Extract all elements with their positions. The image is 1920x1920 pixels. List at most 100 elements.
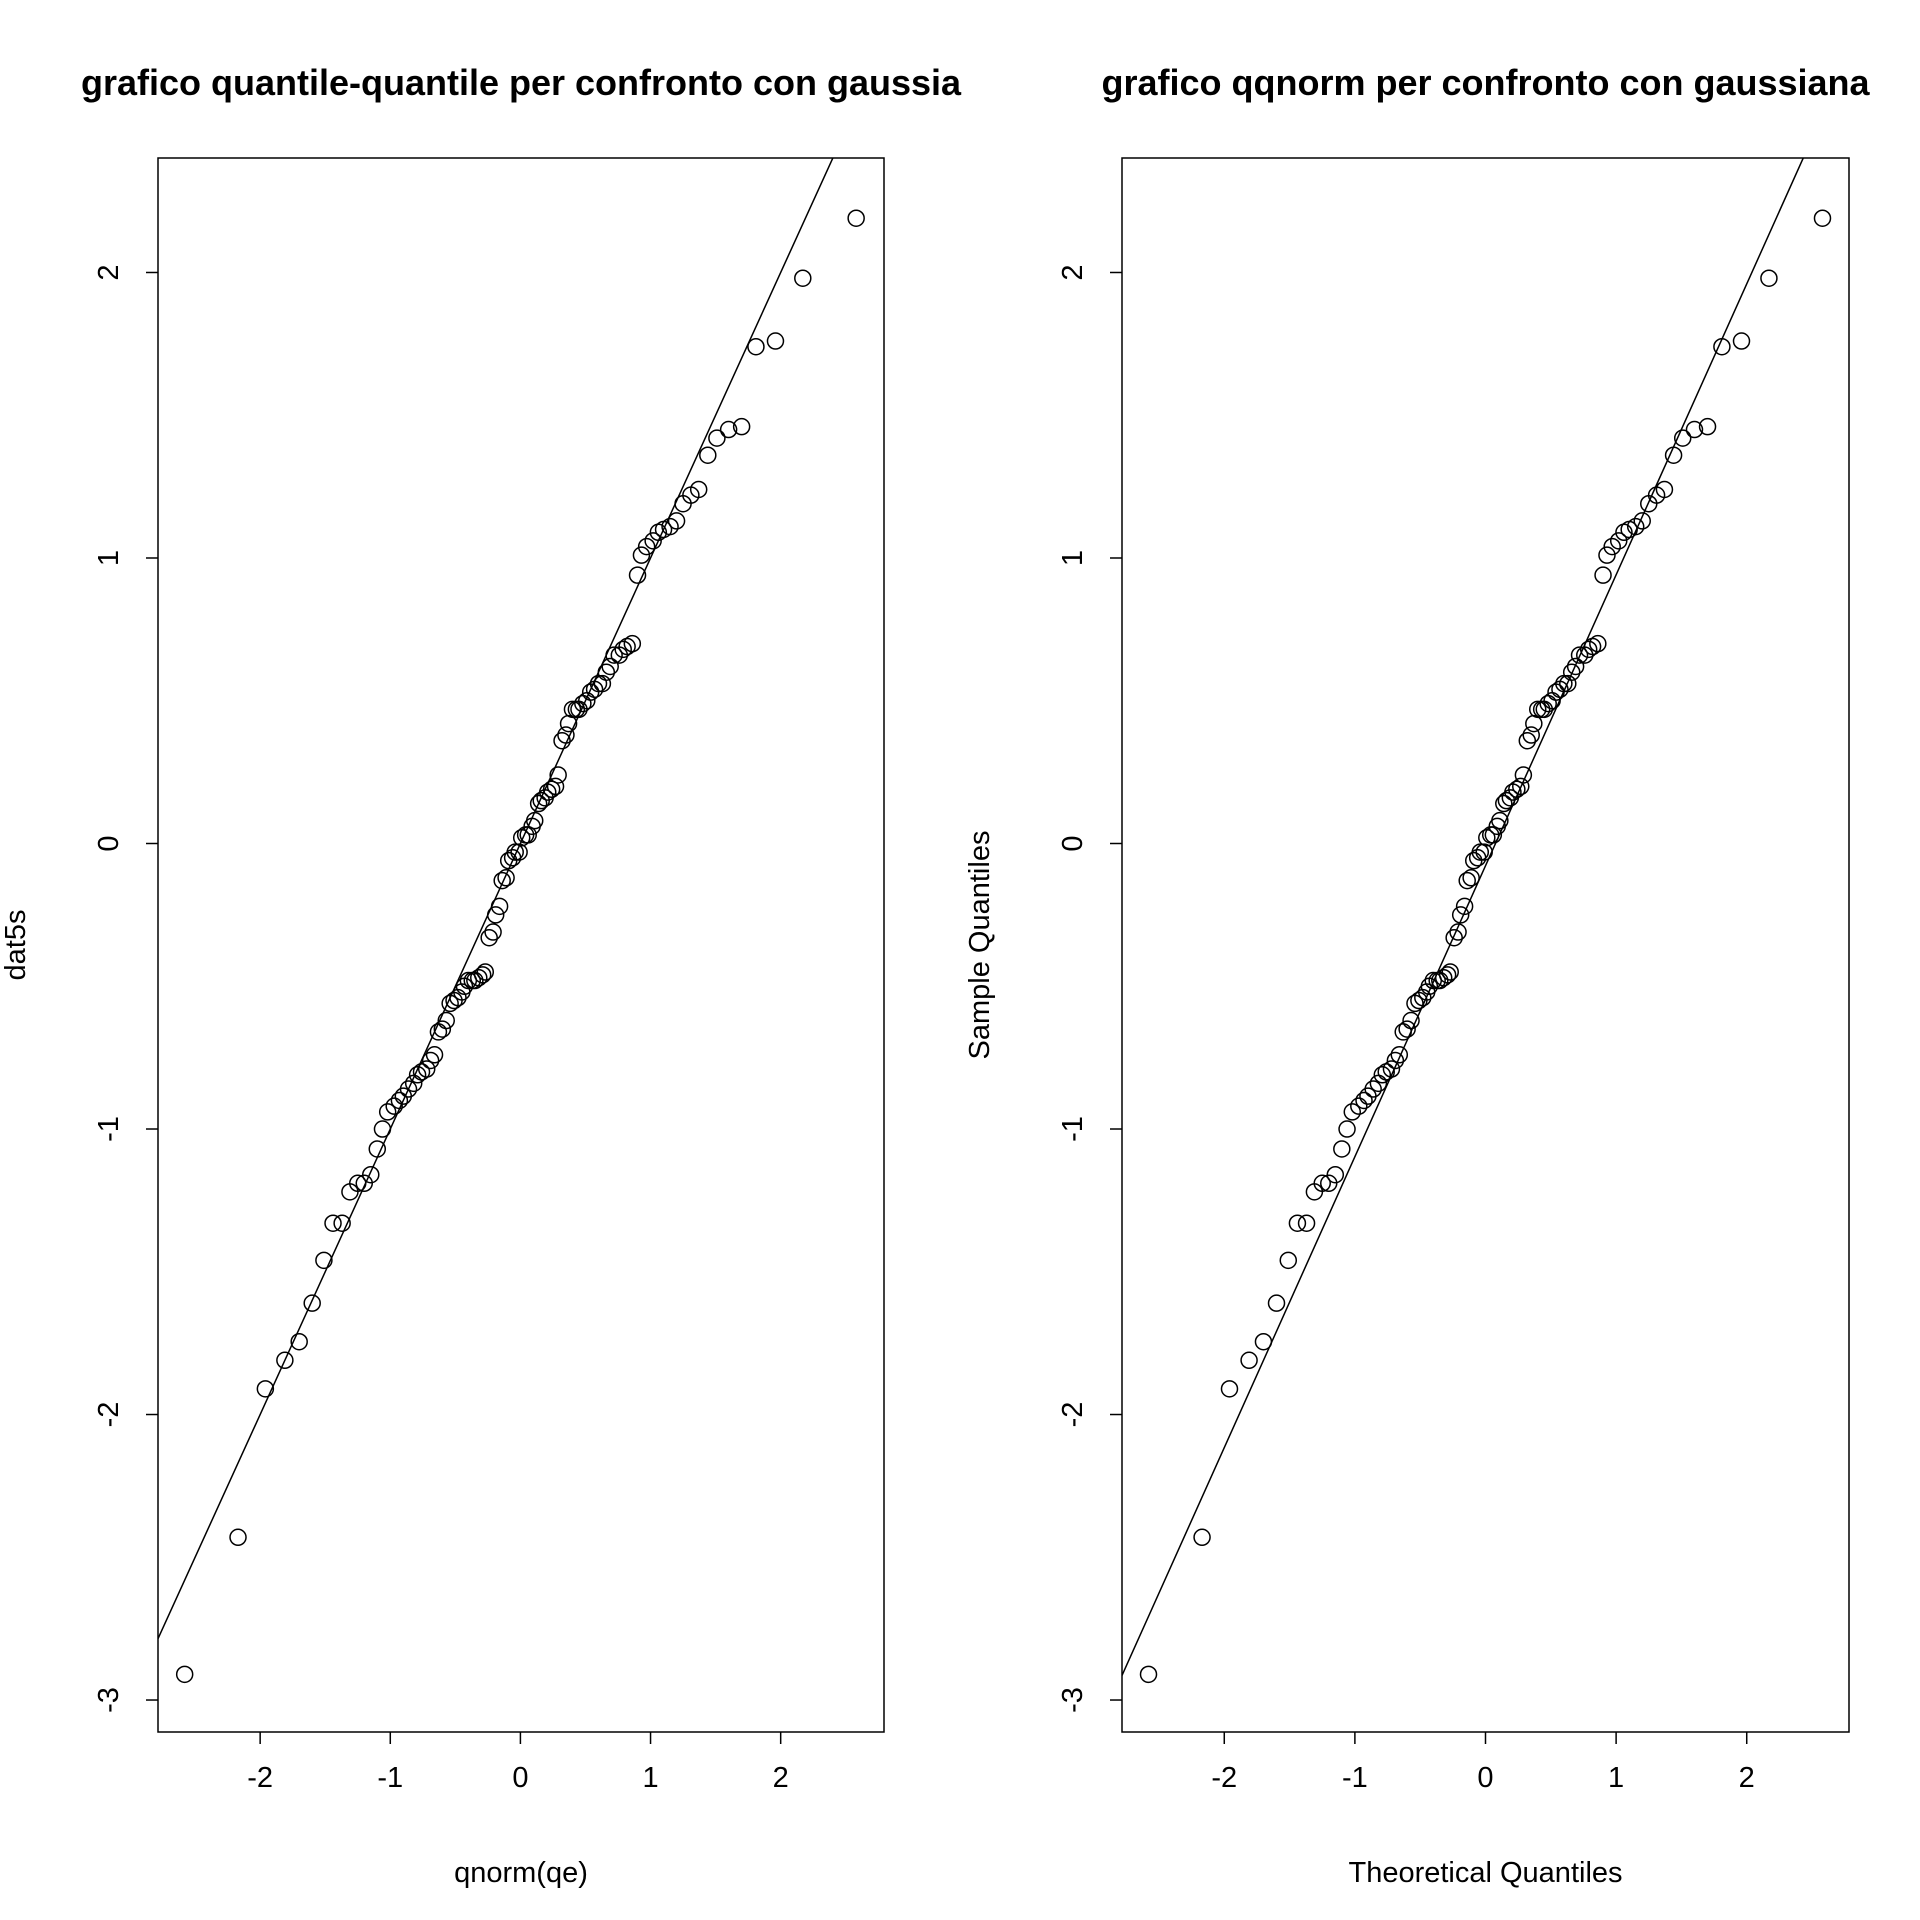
point: [1373, 1066, 1392, 1084]
point: [362, 1165, 380, 1184]
point: [486, 906, 505, 924]
point: [1364, 1080, 1382, 1098]
point: [476, 963, 495, 981]
point: [1434, 968, 1453, 987]
x-tick-label: 0: [1477, 1762, 1493, 1794]
point: [378, 1103, 397, 1121]
chart-title: grafico quantile-quantile per confronto …: [81, 62, 962, 103]
plot-box: [157, 157, 885, 1733]
point: [433, 1020, 452, 1038]
x-axis-label: Theoretical Quantiles: [1348, 1857, 1622, 1889]
point: [689, 480, 708, 499]
point: [480, 928, 498, 947]
point: [510, 843, 528, 861]
point: [1441, 963, 1459, 981]
point: [623, 634, 642, 653]
point: [1698, 417, 1717, 436]
point: [425, 1046, 444, 1064]
point: [637, 537, 656, 556]
point: [699, 446, 717, 464]
point: [546, 777, 565, 796]
point: [349, 1174, 367, 1193]
point: [563, 700, 582, 719]
y-tick-label: 2: [1057, 264, 1089, 280]
point: [1455, 897, 1474, 916]
point: [175, 1665, 194, 1684]
point: [229, 1528, 247, 1547]
point: [1220, 1380, 1239, 1398]
x-tick-label: 1: [1608, 1762, 1624, 1794]
point: [1559, 674, 1577, 693]
y-tick-label: 1: [1057, 550, 1089, 566]
point: [1382, 1060, 1401, 1078]
y-tick-label: 0: [1057, 835, 1089, 851]
point: [529, 794, 548, 813]
point: [399, 1080, 418, 1098]
y-tick-label: -2: [1057, 1402, 1089, 1428]
point: [1279, 1251, 1298, 1270]
panel: grafico qqnorm per confronto con gaussia…: [964, 62, 1871, 1889]
point: [385, 1097, 403, 1115]
point: [368, 1140, 387, 1158]
x-tick-label: -1: [1342, 1762, 1368, 1794]
point: [1508, 780, 1526, 799]
point: [373, 1120, 392, 1138]
point: [421, 1051, 440, 1070]
point: [593, 674, 612, 693]
point: [1589, 634, 1607, 653]
point: [1594, 566, 1612, 584]
point: [1326, 1165, 1345, 1184]
point: [1813, 209, 1832, 227]
point: [1685, 420, 1704, 439]
point: [766, 332, 785, 350]
point: [484, 923, 502, 941]
y-tick-label: 2: [93, 264, 125, 280]
point: [1570, 646, 1589, 664]
point: [632, 546, 651, 564]
point: [276, 1351, 294, 1370]
point: [1609, 532, 1628, 550]
x-tick-label: -2: [247, 1762, 273, 1794]
point: [1562, 663, 1581, 681]
point: [1390, 1046, 1409, 1064]
point: [1732, 332, 1751, 350]
point: [525, 811, 544, 830]
point: [549, 766, 567, 784]
point: [1343, 1103, 1362, 1121]
point: [315, 1251, 333, 1270]
point: [597, 663, 616, 681]
point: [506, 843, 524, 861]
point: [1462, 869, 1480, 887]
point: [1445, 928, 1463, 947]
point: [557, 726, 575, 744]
point: [1713, 337, 1731, 356]
x-axis-label: qnorm(qe): [454, 1857, 588, 1889]
chart-title: grafico qqnorm per confronto con gaussia…: [1101, 62, 1870, 103]
point: [1522, 726, 1540, 744]
point: [708, 429, 726, 447]
point: [1288, 1214, 1307, 1232]
y-tick-label: -2: [93, 1402, 125, 1428]
x-tick-label: -2: [1211, 1762, 1237, 1794]
point: [490, 897, 509, 916]
x-tick-label: 1: [642, 1762, 658, 1794]
point: [559, 714, 578, 733]
point: [1475, 843, 1493, 861]
point: [1402, 1011, 1420, 1030]
point: [493, 871, 511, 890]
x-tick-label: 0: [512, 1762, 528, 1794]
point: [1139, 1665, 1158, 1684]
reference-line: [1122, 158, 1805, 1676]
point: [256, 1380, 275, 1398]
point: [1528, 700, 1547, 719]
point: [1398, 1020, 1416, 1038]
x-tick-label: -1: [377, 1762, 403, 1794]
point: [1760, 269, 1778, 287]
point: [1451, 906, 1470, 924]
point: [719, 420, 738, 439]
point: [1664, 446, 1683, 464]
point: [661, 517, 679, 536]
point: [1350, 1097, 1368, 1115]
point: [437, 1011, 455, 1030]
